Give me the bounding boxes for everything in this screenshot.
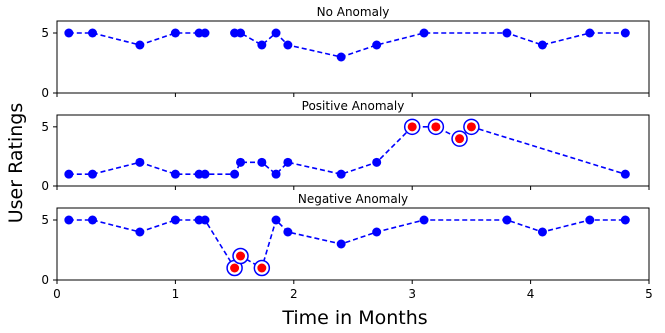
data-point xyxy=(236,28,246,38)
data-point xyxy=(200,28,210,38)
y-tick-label: 0 xyxy=(41,86,49,100)
data-point xyxy=(64,215,74,225)
data-point xyxy=(372,40,382,50)
panel-3: Negative Anomaly 0 5 0 1 2 3 4 5 xyxy=(41,192,652,301)
x-tick-label: 1 xyxy=(172,287,180,301)
x-tick-label: 2 xyxy=(290,287,298,301)
anomaly-point xyxy=(230,263,240,273)
x-axis-label: Time in Months xyxy=(281,307,427,329)
data-point xyxy=(135,227,145,237)
y-axis-label: User Ratings xyxy=(5,103,27,224)
data-point xyxy=(200,215,210,225)
anomaly-point xyxy=(431,122,441,132)
data-point xyxy=(257,40,267,50)
series-line xyxy=(68,125,626,176)
data-point xyxy=(372,157,382,167)
data-point xyxy=(283,227,293,237)
data-point xyxy=(537,227,547,237)
anomaly-point xyxy=(407,122,417,132)
data-point xyxy=(200,169,210,179)
panel-2: Positive Anomaly 0 5 xyxy=(41,99,650,193)
data-point xyxy=(64,28,74,38)
data-point xyxy=(502,215,512,225)
panel-title: Positive Anomaly xyxy=(302,99,405,113)
data-point xyxy=(537,40,547,50)
data-point xyxy=(88,215,98,225)
panel-frame xyxy=(56,20,650,94)
y-tick-label: 5 xyxy=(41,120,49,134)
data-point xyxy=(620,169,630,179)
x-tick-label: 4 xyxy=(527,287,535,301)
data-point xyxy=(585,215,595,225)
y-tick-label: 5 xyxy=(41,26,49,40)
data-point xyxy=(271,215,281,225)
data-point xyxy=(170,169,180,179)
data-point xyxy=(336,239,346,249)
data-point xyxy=(620,28,630,38)
y-tick-label: 0 xyxy=(41,273,49,287)
data-point xyxy=(236,157,246,167)
x-tick-label: 0 xyxy=(53,287,61,301)
data-point xyxy=(88,28,98,38)
data-point xyxy=(336,169,346,179)
anomaly-point xyxy=(466,122,476,132)
panel-title: No Anomaly xyxy=(317,5,390,19)
data-point xyxy=(170,215,180,225)
panel-title: Negative Anomaly xyxy=(298,192,408,206)
data-point xyxy=(64,169,74,179)
data-point xyxy=(502,28,512,38)
anomaly-point xyxy=(257,263,267,273)
data-point xyxy=(271,169,281,179)
anomaly-point xyxy=(455,134,465,144)
panel-frame xyxy=(56,114,650,187)
data-point xyxy=(372,227,382,237)
data-point xyxy=(283,40,293,50)
data-point xyxy=(230,169,240,179)
panel-frame xyxy=(56,207,650,281)
data-point xyxy=(135,157,145,167)
x-tick-label: 5 xyxy=(645,287,653,301)
data-point xyxy=(271,28,281,38)
data-point xyxy=(88,169,98,179)
data-point xyxy=(283,157,293,167)
y-tick-label: 0 xyxy=(41,179,49,193)
series-line xyxy=(68,218,626,270)
y-tick-label: 5 xyxy=(41,213,49,227)
panel-1: No Anomaly 0 5 xyxy=(41,5,650,100)
data-point xyxy=(585,28,595,38)
data-point xyxy=(170,28,180,38)
anomaly-point xyxy=(236,251,246,261)
data-point xyxy=(135,40,145,50)
data-point xyxy=(620,215,630,225)
data-point xyxy=(257,157,267,167)
data-point xyxy=(336,52,346,62)
data-point xyxy=(419,215,429,225)
data-point xyxy=(419,28,429,38)
x-tick-label: 3 xyxy=(408,287,416,301)
